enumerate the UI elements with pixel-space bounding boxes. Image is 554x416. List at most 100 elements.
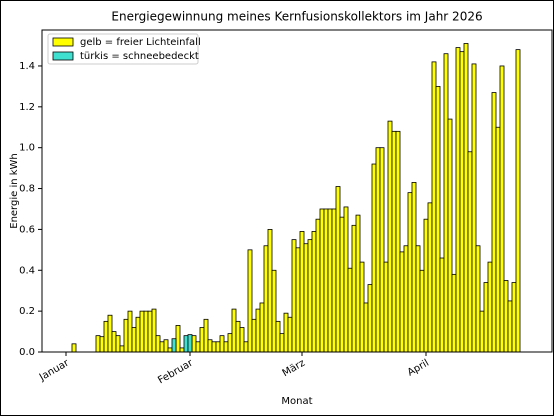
bar	[279, 333, 285, 353]
bar	[443, 53, 449, 353]
bar	[199, 327, 205, 353]
plot-frame	[41, 29, 553, 353]
bar	[291, 239, 297, 353]
bar	[447, 118, 453, 353]
bar	[403, 245, 409, 353]
bar	[423, 218, 429, 353]
bar	[283, 312, 289, 353]
bar	[207, 339, 213, 353]
y-tick-label: 0.6	[19, 224, 35, 235]
bar	[255, 308, 261, 353]
bar	[147, 310, 153, 353]
bar	[427, 202, 433, 353]
y-tick-label: 0.8	[19, 184, 35, 195]
bar	[135, 316, 141, 353]
bar	[251, 318, 257, 353]
bar	[295, 247, 301, 353]
legend-label: gelb = freier Lichteinfall	[80, 37, 201, 48]
legend-swatch	[52, 37, 74, 47]
bar	[515, 49, 521, 353]
bar	[155, 335, 161, 353]
bar	[459, 51, 465, 353]
bar	[263, 245, 269, 353]
legend-box	[47, 33, 199, 65]
bar	[323, 208, 329, 353]
bar	[471, 63, 477, 353]
bar	[343, 206, 349, 353]
bar	[175, 325, 181, 353]
bar	[479, 310, 485, 353]
bar	[435, 85, 441, 353]
bar	[171, 338, 177, 353]
bar	[151, 308, 157, 353]
bar	[411, 182, 417, 353]
bar	[163, 339, 169, 353]
bar	[331, 208, 337, 353]
bar	[491, 92, 497, 353]
bar	[259, 302, 265, 353]
bar	[367, 284, 373, 353]
bar	[419, 269, 425, 353]
bar	[211, 341, 217, 353]
bar	[383, 261, 389, 353]
legend-label: türkis = schneebedeckt	[80, 51, 199, 62]
bar	[131, 327, 137, 353]
bar	[315, 218, 321, 353]
bar	[103, 320, 109, 353]
bar	[495, 126, 501, 353]
bar	[335, 186, 341, 353]
bar	[327, 208, 333, 353]
bar	[347, 267, 353, 353]
bar	[483, 282, 489, 353]
y-tick-label: 0.0	[19, 347, 35, 358]
bar	[115, 335, 121, 353]
bar	[267, 229, 273, 353]
y-axis-label: Energie in kWh	[9, 153, 20, 229]
bar	[371, 163, 377, 353]
bar	[139, 310, 145, 353]
bar	[235, 320, 241, 353]
bar	[271, 269, 277, 353]
bar	[439, 257, 445, 353]
bar	[183, 335, 189, 353]
bar	[215, 341, 221, 353]
bar	[195, 341, 201, 353]
bar	[275, 320, 281, 353]
bar	[247, 249, 253, 353]
bar	[363, 302, 369, 353]
bar	[399, 251, 405, 353]
bar	[311, 231, 317, 353]
bar	[111, 331, 117, 353]
bar	[303, 243, 309, 353]
bar	[191, 335, 197, 353]
bar	[415, 245, 421, 353]
bar	[487, 261, 493, 353]
bar	[179, 347, 185, 353]
bar	[407, 192, 413, 353]
bar	[511, 282, 517, 353]
y-tick-label: 0.4	[19, 265, 35, 276]
legend-swatch	[52, 51, 74, 61]
bar	[123, 318, 129, 353]
bar	[475, 245, 481, 353]
bar	[507, 300, 513, 353]
bar	[231, 308, 237, 353]
bar	[351, 224, 357, 353]
y-tick-label: 1.4	[19, 61, 35, 72]
y-tick-label: 1.0	[19, 143, 35, 154]
bar	[107, 314, 113, 353]
bar	[187, 334, 193, 353]
y-tick-label: 1.2	[19, 102, 35, 113]
bar	[319, 208, 325, 353]
bar	[167, 347, 173, 353]
x-axis-label: Monat	[281, 396, 312, 407]
bar	[99, 336, 105, 353]
bar	[339, 216, 345, 353]
bar	[95, 335, 101, 353]
bar	[71, 343, 77, 353]
bar	[159, 341, 165, 353]
bar	[375, 147, 381, 353]
chart-title: Energiegewinnung meines Kernfusionskolle…	[111, 10, 482, 24]
bar	[451, 273, 457, 353]
